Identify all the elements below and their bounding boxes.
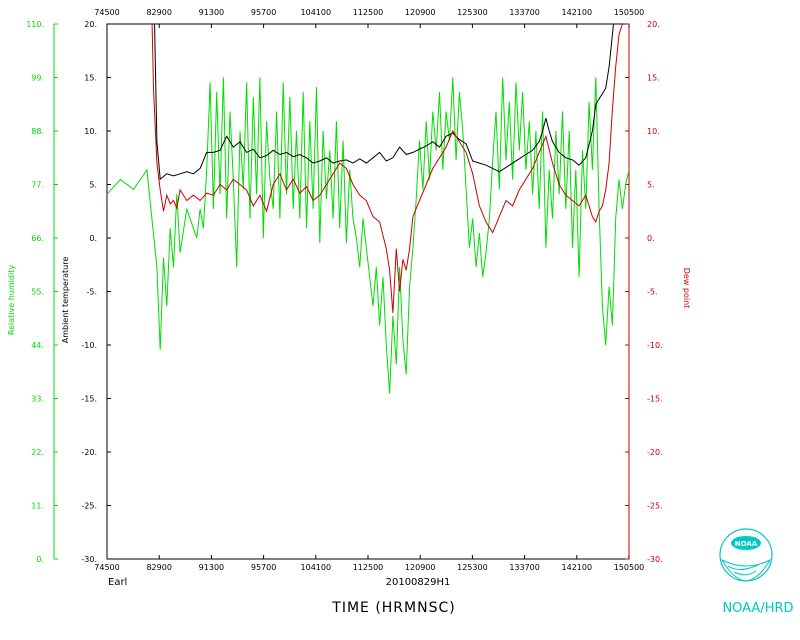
x-tick-label-top: 125300: [457, 8, 488, 17]
x-tick-label-bottom: 150500: [614, 563, 645, 572]
dew-point-tick-label: 0.: [647, 234, 655, 243]
humidity-tick-label: 55.: [31, 288, 44, 297]
temperature-tick-label: 5.: [89, 181, 97, 190]
x-tick-label-bottom: 95700: [251, 563, 276, 572]
x-tick-label-bottom: 82900: [146, 563, 171, 572]
temperature-tick-label: -5.: [86, 288, 97, 297]
x-tick-label-top: 74500: [94, 8, 119, 17]
x-tick-label-bottom: 133700: [509, 563, 540, 572]
x-tick-label-top: 150500: [614, 8, 645, 17]
x-tick-label-bottom: 120900: [405, 563, 436, 572]
dew-point-tick-label: -15.: [647, 395, 663, 404]
temperature-tick-label: -25.: [81, 502, 97, 511]
x-tick-label-bottom: 91300: [199, 563, 224, 572]
dew-point-tick-label: 10.: [647, 127, 660, 136]
humidity-tick-label: 44.: [31, 341, 44, 350]
humidity-tick-label: 11.: [31, 502, 44, 511]
temperature-tick-label: 10.: [84, 127, 97, 136]
x-tick-label-top: 133700: [509, 8, 540, 17]
plot-frame: [106, 23, 630, 560]
dew-point-tick-label: -30.: [647, 555, 663, 564]
humidity-tick-label: 77.: [31, 181, 44, 190]
temperature-tick-label: -30.: [81, 555, 97, 564]
x-tick-label-top: 104100: [301, 8, 332, 17]
humidity-tick-label: 66.: [31, 234, 44, 243]
dew-point-tick-label: -20.: [647, 448, 663, 457]
x-tick-label-bottom: 142100: [562, 563, 593, 572]
series-group: [107, 24, 629, 394]
x-tick-label-top: 95700: [251, 8, 276, 17]
temperature-tick-label: 15.: [84, 74, 97, 83]
dew-point-tick-label: -5.: [647, 288, 658, 297]
humidity-tick-label: 110.: [26, 20, 44, 29]
storm-name-label: Earl: [108, 577, 127, 588]
dew-point-tick-label: 5.: [647, 181, 655, 190]
x-tick-label-bottom: 104100: [301, 563, 332, 572]
x-tick-label-top: 112500: [353, 8, 384, 17]
x-tick-label-bottom: 125300: [457, 563, 488, 572]
temperature-tick-label: 0.: [89, 234, 97, 243]
temperature-tick-label: -15.: [81, 395, 97, 404]
tick-group: 74500 74500 82900 82900 91300 91300 95700 95700…: [26, 8, 662, 572]
x-axis-title: TIME (HRMNSC): [331, 600, 455, 616]
ambient-temperature-axis-title: Ambient temperature: [61, 257, 70, 344]
noaa-logo-text: NOAA: [735, 540, 758, 548]
series-line-right: [151, 24, 623, 313]
x-tick-label-top: 142100: [562, 8, 593, 17]
temperature-tick-label: -10.: [81, 341, 97, 350]
dew-point-tick-label: 15.: [647, 74, 660, 83]
agency-label: NOAA/HRD: [722, 601, 793, 616]
temperature-tick-label: 20.: [84, 20, 97, 29]
humidity-tick-label: 22.: [31, 448, 44, 457]
x-tick-label-top: 120900: [405, 8, 436, 17]
x-tick-label-bottom: 112500: [353, 563, 384, 572]
dew-point-tick-label: -25.: [647, 502, 663, 511]
humidity-tick-label: 33.: [31, 395, 44, 404]
x-tick-label-top: 82900: [146, 8, 171, 17]
humidity-tick-label: 88.: [31, 127, 44, 136]
dew-point-axis-title: Dew point: [682, 268, 691, 309]
flight-id-label: 20100829H1: [386, 577, 451, 588]
x-tick-label-bottom: 74500: [94, 563, 119, 572]
humidity-tick-label: 0.: [36, 555, 44, 564]
series-line-rh: [107, 77, 629, 394]
noaa-logo: NOAA: [719, 528, 773, 582]
relative-humidity-axis-title: Relative humidity: [7, 265, 16, 335]
temperature-tick-label: -20.: [81, 448, 97, 457]
dew-point-tick-label: -10.: [647, 341, 663, 350]
series-line-left: [154, 24, 615, 181]
x-tick-label-top: 91300: [199, 8, 224, 17]
dew-point-tick-label: 20.: [647, 20, 660, 29]
humidity-tick-label: 99.: [31, 74, 44, 83]
